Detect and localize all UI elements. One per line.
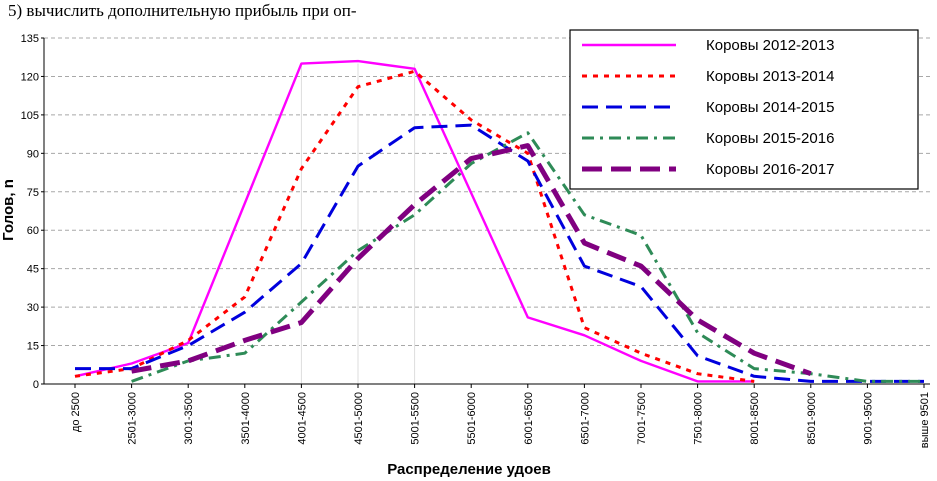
y-tick-label-2: 30 [27, 302, 39, 314]
y-axis-title: Голов, n [0, 179, 17, 241]
legend: Коровы 2012-2013 Коровы 2013-2014 Коровы 2… [569, 29, 919, 190]
x-tick-label-5: 4501-5000 [353, 392, 365, 445]
x-tick-label-3: 3501-4000 [240, 392, 252, 445]
series-layer [74, 59, 924, 383]
legend-label-3: Коровы 2015-2016 [706, 130, 834, 147]
legend-label-0: Коровы 2012-2013 [706, 37, 834, 54]
y-tick-label-7: 105 [21, 110, 39, 122]
x-tick-label-11: 7501-8000 [693, 392, 705, 445]
y-tick-label-8: 120 [21, 71, 39, 83]
x-tick-label-10: 7001-7500 [636, 392, 648, 445]
x-tick-label-1: 2501-3000 [127, 392, 139, 445]
x-tick-label-9: 6501-7000 [579, 392, 591, 445]
series-line-4 [131, 143, 812, 377]
x-tick-label-14: 9001-9500 [862, 392, 874, 445]
y-tick-label-3: 45 [27, 264, 39, 276]
header-text: 5) вычислить дополнительную прибыль при … [8, 1, 357, 20]
x-tick-label-15: выше 9501 [919, 392, 931, 448]
series-line-3 [131, 131, 924, 383]
y-tick-label-9: 135 [21, 33, 39, 45]
x-axis-title: Распределение удоев [387, 461, 551, 478]
y-tick-label-6: 90 [27, 148, 39, 160]
y-tick-label-5: 75 [27, 187, 39, 199]
legend-box [569, 29, 919, 190]
x-tick-label-8: 6001-6500 [523, 392, 535, 445]
y-tick-label-4: 60 [27, 225, 39, 237]
legend-label-1: Коровы 2013-2014 [706, 68, 834, 85]
x-tick-label-6: 5001-5500 [410, 392, 422, 445]
legend-label-2: Коровы 2014-2015 [706, 99, 834, 116]
x-tick-label-13: 8501-9000 [806, 392, 818, 445]
x-tick-label-7: 5501-6000 [466, 392, 478, 445]
legend-label-4: Коровы 2016-2017 [706, 161, 834, 178]
y-tick-label-1: 15 [27, 341, 39, 353]
series-line-2 [75, 123, 924, 383]
x-tick-label-4: 4001-4500 [296, 392, 308, 445]
axes-layer: 0 15 30 45 60 75 90 105 120 135 до 2500 2501-3000 30… [21, 33, 931, 448]
x-tick-label-0: до 2500 [70, 392, 82, 432]
y-tick-label-0: 0 [33, 379, 39, 391]
x-tick-label-12: 8001-8500 [749, 392, 761, 445]
x-tick-label-2: 3001-3500 [183, 392, 195, 445]
